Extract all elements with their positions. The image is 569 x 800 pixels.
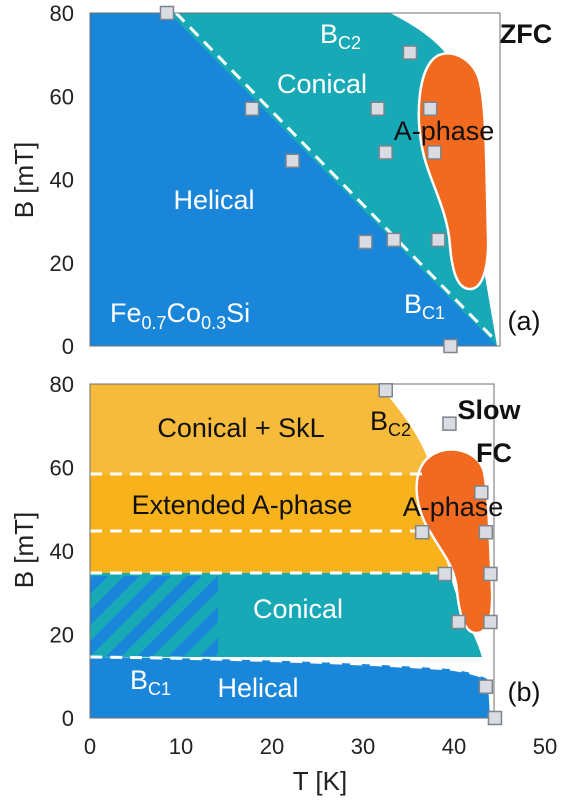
panel-b-xtick-label: 0 — [84, 734, 96, 759]
panel-b-xtick-label: 30 — [351, 734, 375, 759]
panel-b-helical-label: Helical — [217, 673, 298, 703]
panel-a-aphase-marker — [431, 232, 446, 248]
bc2-main: B — [320, 19, 338, 49]
panel-b-conical-skl-label: Conical + SkL — [157, 413, 324, 443]
panel-b-protocol-line1: Slow — [457, 395, 521, 425]
panel-b-conical-label: Conical — [253, 594, 343, 624]
panel-b-protocol-line2: FC — [476, 438, 512, 468]
panel-b-bc2-label: BC2 — [370, 406, 411, 440]
panel-b-xtick-label: 50 — [533, 734, 557, 759]
panel-b-bc1-marker — [487, 710, 503, 726]
panel-a-bc1-label: BC1 — [404, 289, 445, 323]
panel-a-aphase-marker — [378, 145, 393, 160]
panel-b-bc1-marker — [478, 679, 494, 694]
panel-b-extended-aphase-label: Extended A-phase — [132, 490, 353, 520]
bc2-main: B — [370, 406, 388, 436]
bc2-sub: C2 — [338, 33, 361, 53]
panel-b-bc1-label: BC1 — [130, 665, 171, 699]
panel-a-bc1-marker — [443, 338, 458, 354]
panel-a-bc1-line — [174, 11, 499, 344]
panel-b-frame — [89, 383, 495, 719]
panel-b-xtick-label: 20 — [260, 734, 284, 759]
panel-b-bc2-marker — [378, 383, 393, 398]
panel-b: Conical + SkL Extended A-phase A-phase C… — [9, 372, 557, 796]
panel-b-ytick-label: 0 — [62, 706, 74, 731]
panel-b-ytick-label: 20 — [50, 623, 74, 648]
panel-a-aphase-marker — [422, 101, 438, 116]
panel-a-bc1-marker — [358, 234, 373, 250]
bc2-sub: C2 — [388, 420, 411, 440]
panel-a-bc1-marker — [244, 101, 260, 116]
panel-b-aphase-marker — [437, 566, 453, 582]
panel-a-protocol-label: ZFC — [500, 19, 552, 49]
compound-fe-sub: 0.7 — [142, 313, 167, 333]
panel-a-conical-region — [169, 13, 497, 346]
panel-a-y-axis: 0 20 40 60 80 — [50, 1, 74, 359]
panel-a-conical-label: Conical — [277, 69, 367, 99]
panel-b-xtick-label: 10 — [169, 734, 193, 759]
panel-b-ytick-label: 40 — [50, 539, 74, 564]
panel-b-aphase-marker — [483, 566, 498, 582]
panel-b-aphase-marker — [478, 524, 494, 540]
panel-b-ytick-label: 60 — [50, 456, 74, 481]
panel-a-ylabel: B [mT] — [9, 142, 39, 219]
panel-a-ytick-label: 0 — [62, 334, 74, 359]
panel-b-aphase-marker — [451, 614, 466, 630]
panel-b-hatched-region — [90, 576, 218, 656]
panel-b-markers — [378, 383, 503, 726]
panel-a-frame — [89, 12, 501, 347]
panel-b-aphase-marker — [414, 524, 430, 540]
panel-a-ytick-label: 80 — [50, 1, 74, 26]
panel-a-ytick-label: 20 — [50, 251, 74, 276]
panel-a-bc2-label: BC2 — [320, 19, 361, 53]
panel-b-helical-region — [90, 657, 494, 718]
bc1-main: B — [404, 289, 422, 319]
compound-co-sub: 0.3 — [201, 313, 226, 333]
compound-fe: Fe — [110, 298, 142, 328]
panel-b-ytick-label: 80 — [50, 372, 74, 397]
panel-a: Helical Conical A-phase ZFC (a) Fe0.7Co0… — [9, 1, 552, 359]
panel-b-bc2-marker — [442, 416, 457, 431]
panel-b-aphase-marker — [474, 485, 489, 500]
panel-a-aphase-label: A-phase — [394, 116, 495, 146]
panel-b-axes: 0 20 40 60 80 0 10 20 30 40 50 — [50, 372, 558, 759]
panel-b-bc1-line — [89, 655, 496, 686]
panel-a-helical-label: Helical — [173, 185, 254, 215]
panel-a-markers — [159, 5, 458, 354]
panel-b-xtick-label: 40 — [442, 734, 466, 759]
bc1-main: B — [130, 665, 148, 695]
panel-a-aphase-marker — [427, 145, 442, 160]
panel-b-aphase-region — [415, 448, 494, 635]
panel-a-bc2-marker — [402, 45, 418, 60]
panel-a-bc1-marker — [285, 153, 300, 169]
panel-a-aphase-marker — [386, 232, 401, 248]
panel-a-tag: (a) — [508, 306, 541, 336]
panel-a-compound-label: Fe0.7Co0.3Si — [110, 298, 250, 333]
bc1-sub: C1 — [422, 303, 445, 323]
compound-si: Si — [226, 298, 250, 328]
panel-b-ylabel: B [mT] — [9, 512, 39, 589]
bc1-sub: C1 — [148, 679, 171, 699]
compound-co: Co — [167, 298, 202, 328]
panel-b-aphase-marker — [483, 614, 498, 630]
panel-a-ytick-label: 60 — [50, 84, 74, 109]
panel-a-bc1-marker — [159, 5, 175, 21]
panel-a-aphase-marker — [370, 101, 385, 116]
panel-a-ytick-label: 40 — [50, 168, 74, 193]
panel-b-tag: (b) — [508, 677, 541, 707]
panel-b-xlabel: T [K] — [293, 766, 347, 796]
